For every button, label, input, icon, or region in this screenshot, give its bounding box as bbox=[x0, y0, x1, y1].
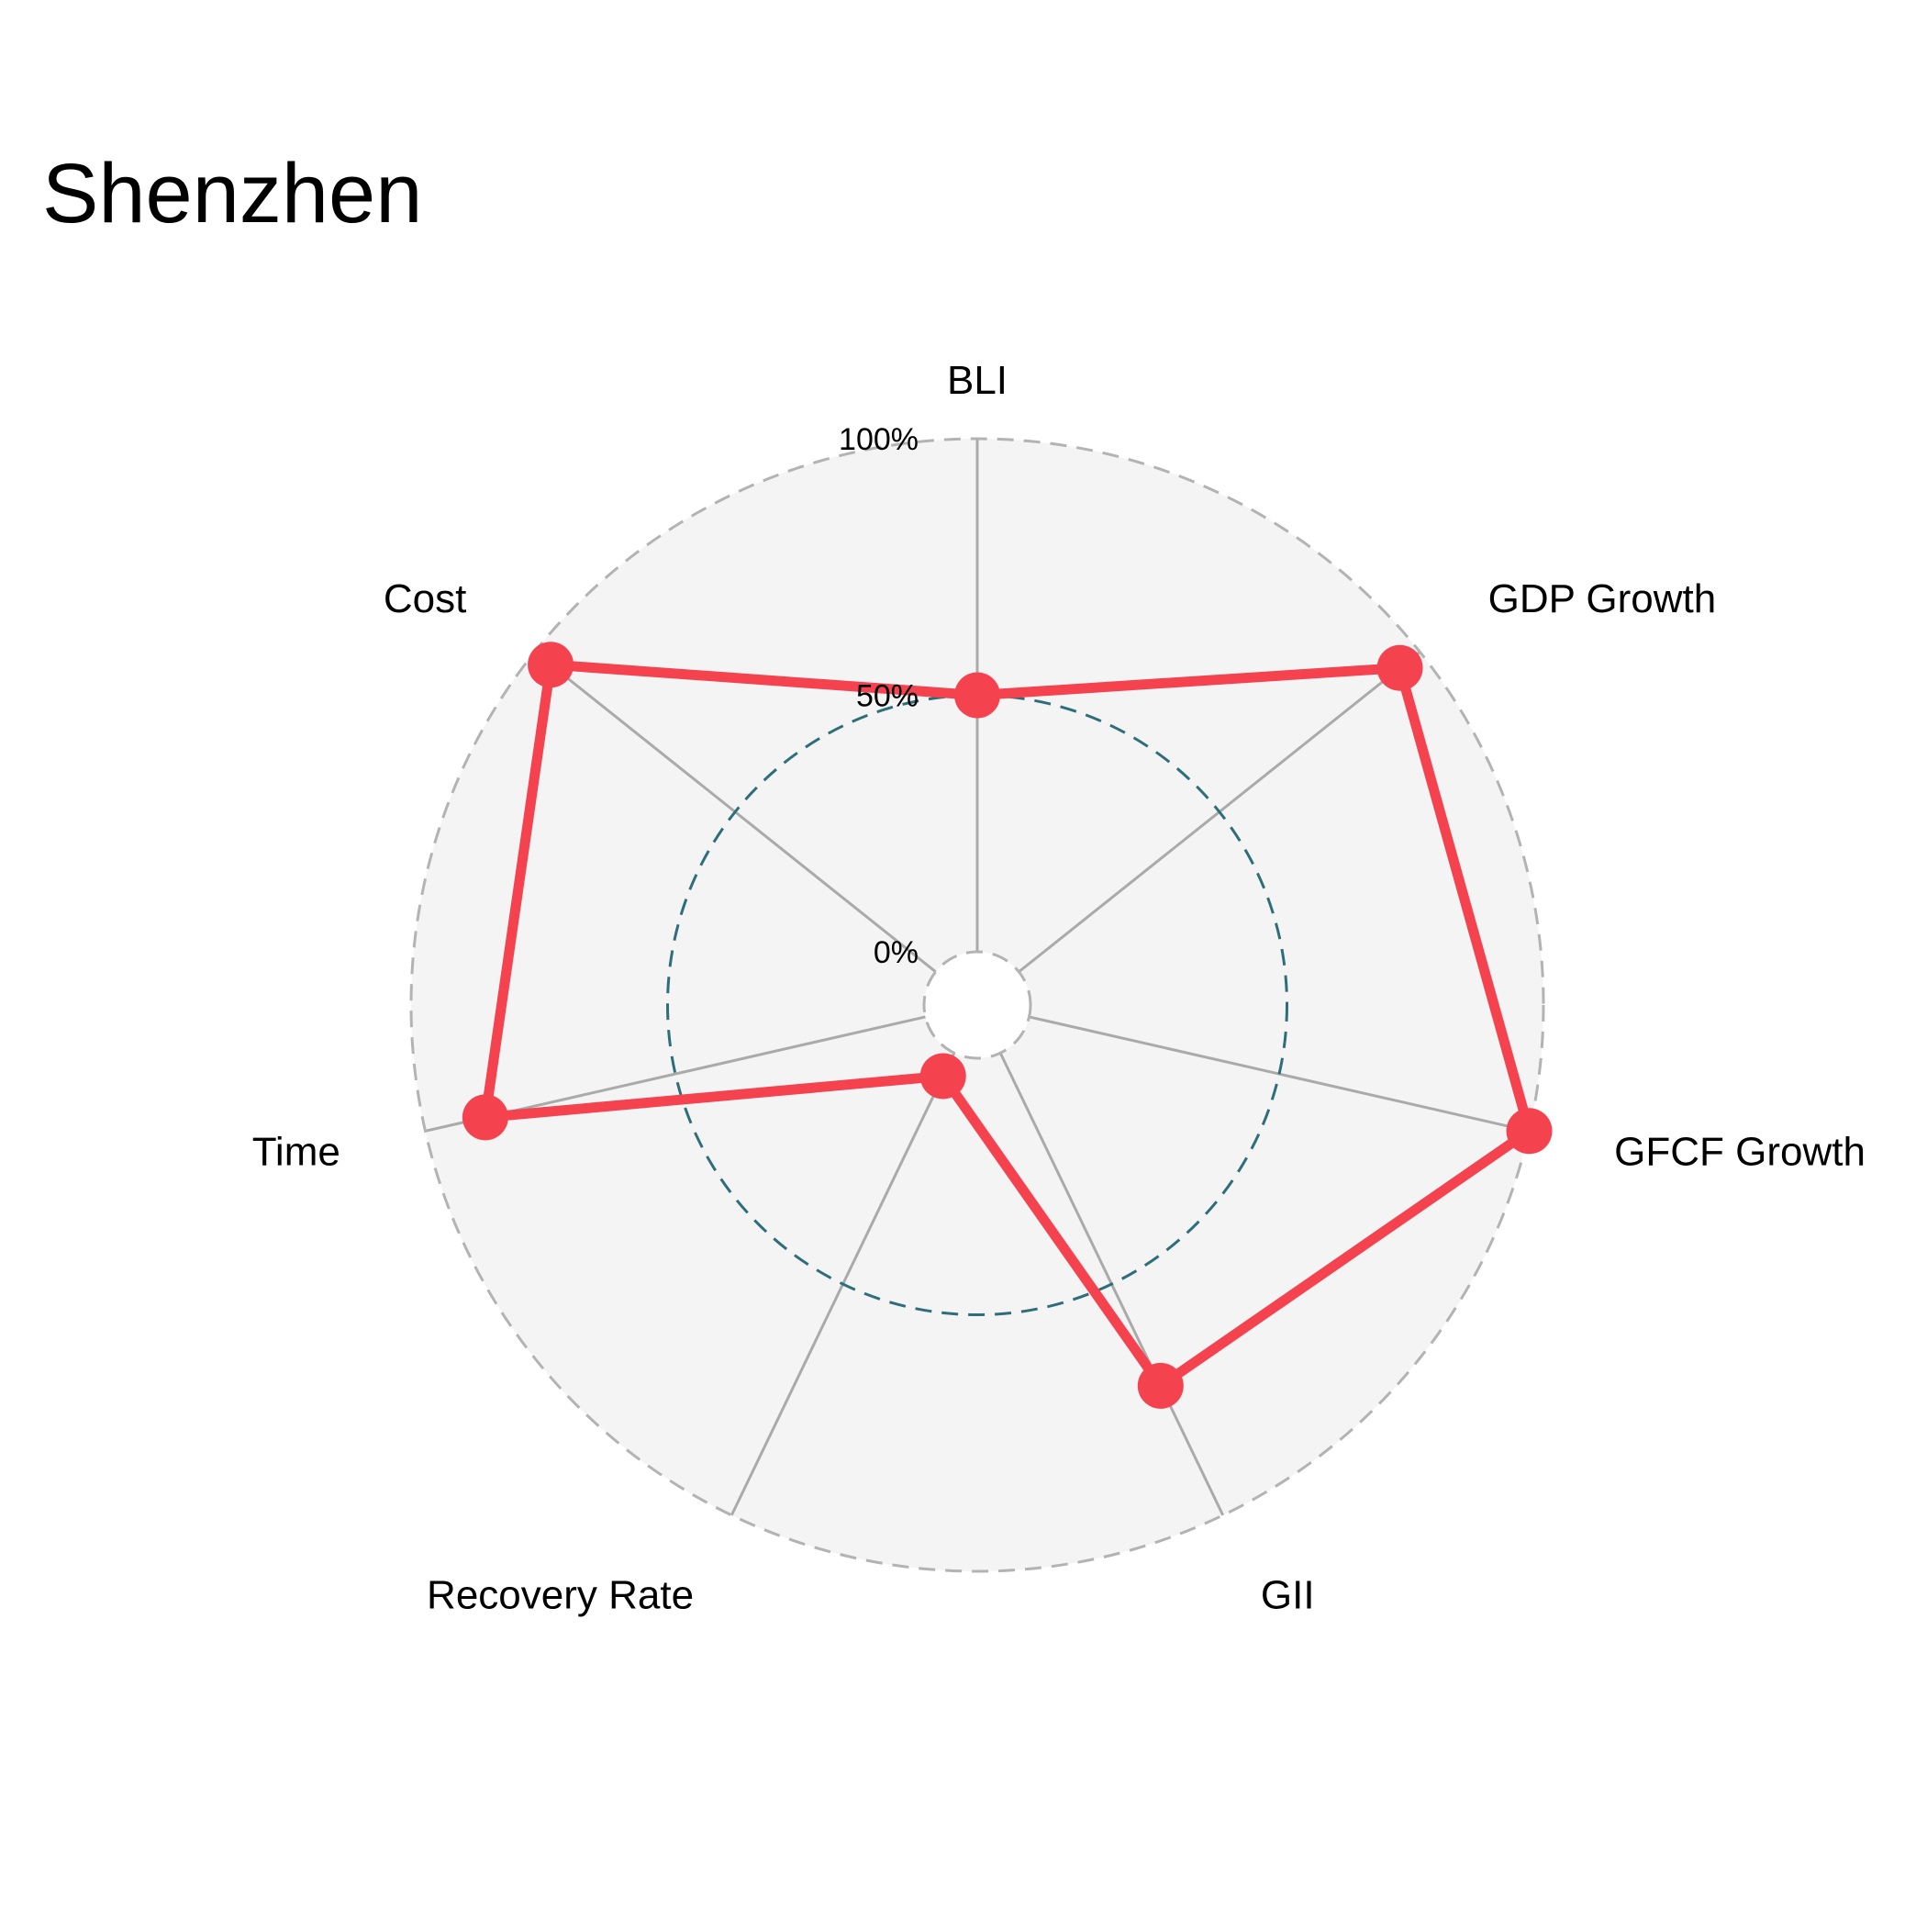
data-point-gii bbox=[1137, 1362, 1184, 1409]
axis-label-gfcf-growth: GFCF Growth bbox=[1614, 1129, 1866, 1174]
radar-labels-layer: 0% 50% 100% BLI GDP Growth GFCF Growth GII Reco… bbox=[252, 358, 1866, 1617]
radar-ring-0 bbox=[922, 950, 1032, 1060]
radar-inner-hole bbox=[924, 952, 1030, 1058]
data-point-recovery-rate bbox=[919, 1053, 966, 1100]
data-point-gdp-growth bbox=[1376, 644, 1423, 691]
axis-label-cost: Cost bbox=[384, 576, 466, 621]
radar-ring-50 bbox=[666, 694, 1288, 1316]
data-point-time bbox=[462, 1094, 508, 1141]
axis-label-recovery-rate: Recovery Rate bbox=[427, 1572, 694, 1617]
series-line bbox=[480, 659, 1534, 1391]
data-point-bli bbox=[954, 672, 1000, 719]
radial-tick-label: 0% bbox=[874, 935, 919, 970]
radar-grid-layer bbox=[409, 437, 1545, 1573]
data-point-cost bbox=[528, 642, 574, 688]
axis-label-gdp-growth: GDP Growth bbox=[1488, 576, 1717, 621]
radar-series-layer bbox=[462, 642, 1553, 1409]
data-point-gfcf-growth bbox=[1506, 1108, 1553, 1155]
chart-title: Shenzhen bbox=[42, 147, 422, 240]
radar-ring-100 bbox=[409, 437, 1545, 1573]
radar-background-layer bbox=[411, 439, 1543, 1571]
radial-tick-label: 100% bbox=[839, 422, 919, 457]
radial-tick-label: 50% bbox=[856, 679, 919, 714]
axis-label-time: Time bbox=[252, 1129, 340, 1174]
axis-label-gii: GII bbox=[1261, 1572, 1315, 1617]
axis-label-bli: BLI bbox=[947, 358, 1008, 403]
